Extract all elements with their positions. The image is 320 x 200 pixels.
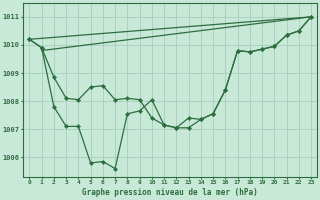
X-axis label: Graphe pression niveau de la mer (hPa): Graphe pression niveau de la mer (hPa) [82,188,258,197]
